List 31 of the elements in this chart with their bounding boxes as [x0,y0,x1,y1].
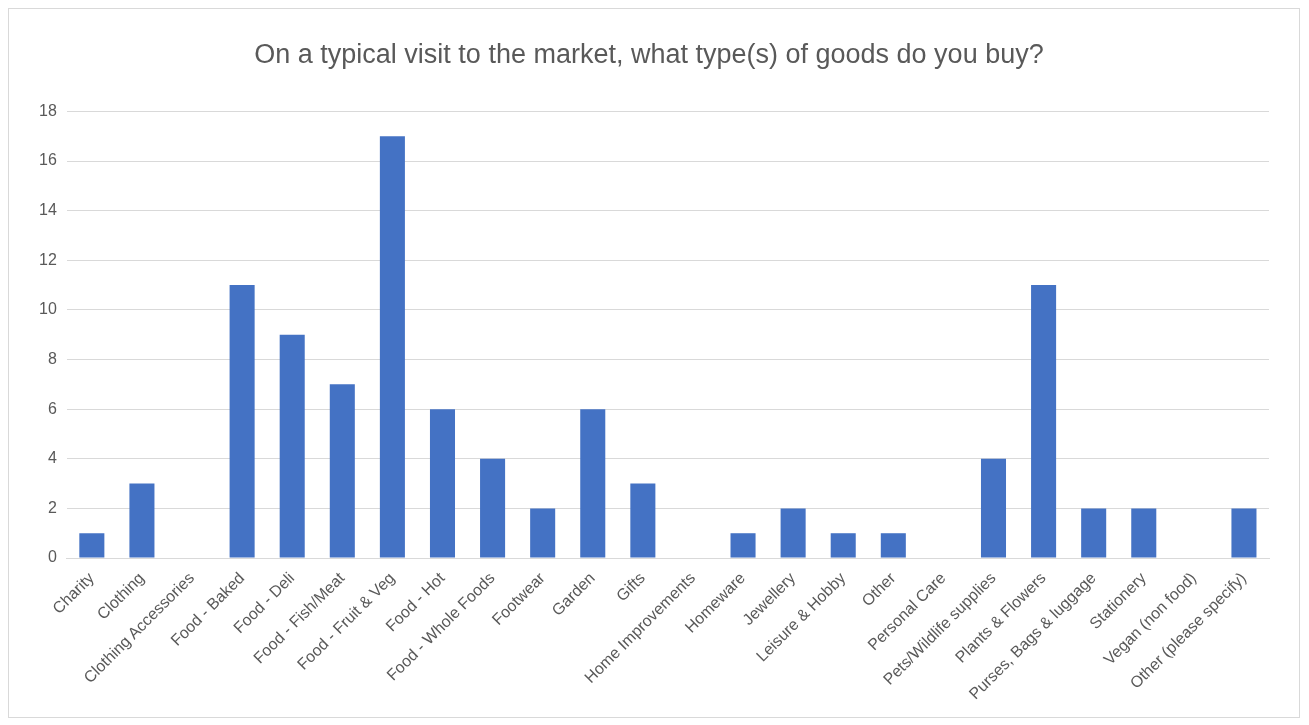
bar [580,409,606,558]
bar [79,533,105,558]
bar [1031,285,1057,558]
bar [229,285,255,558]
y-tick-label: 8 [47,349,57,367]
bar [780,508,806,558]
y-tick-label: 2 [47,498,57,516]
bar [279,334,305,558]
y-tick-label: 0 [47,548,57,566]
bar [1231,508,1257,558]
bar [379,136,405,558]
bar [530,508,556,558]
y-tick-label: 12 [39,250,57,268]
bar [730,533,756,558]
bar [480,458,506,558]
y-tick-label: 14 [39,201,57,219]
chart-title: On a typical visit to the market, what type(s) of goods do you buy? [254,38,1044,69]
bar [880,533,906,558]
y-tick-label: 18 [39,101,57,119]
bar [980,458,1007,558]
bar [429,409,456,558]
bar [329,384,355,558]
y-tick-label: 6 [47,399,57,417]
y-tick-label: 4 [47,449,57,467]
bar [630,483,656,558]
bar [830,533,856,558]
bar [1081,508,1107,558]
y-tick-label: 16 [39,151,57,169]
bar [129,483,155,558]
y-tick-label: 10 [39,300,57,318]
bar [1131,508,1157,558]
